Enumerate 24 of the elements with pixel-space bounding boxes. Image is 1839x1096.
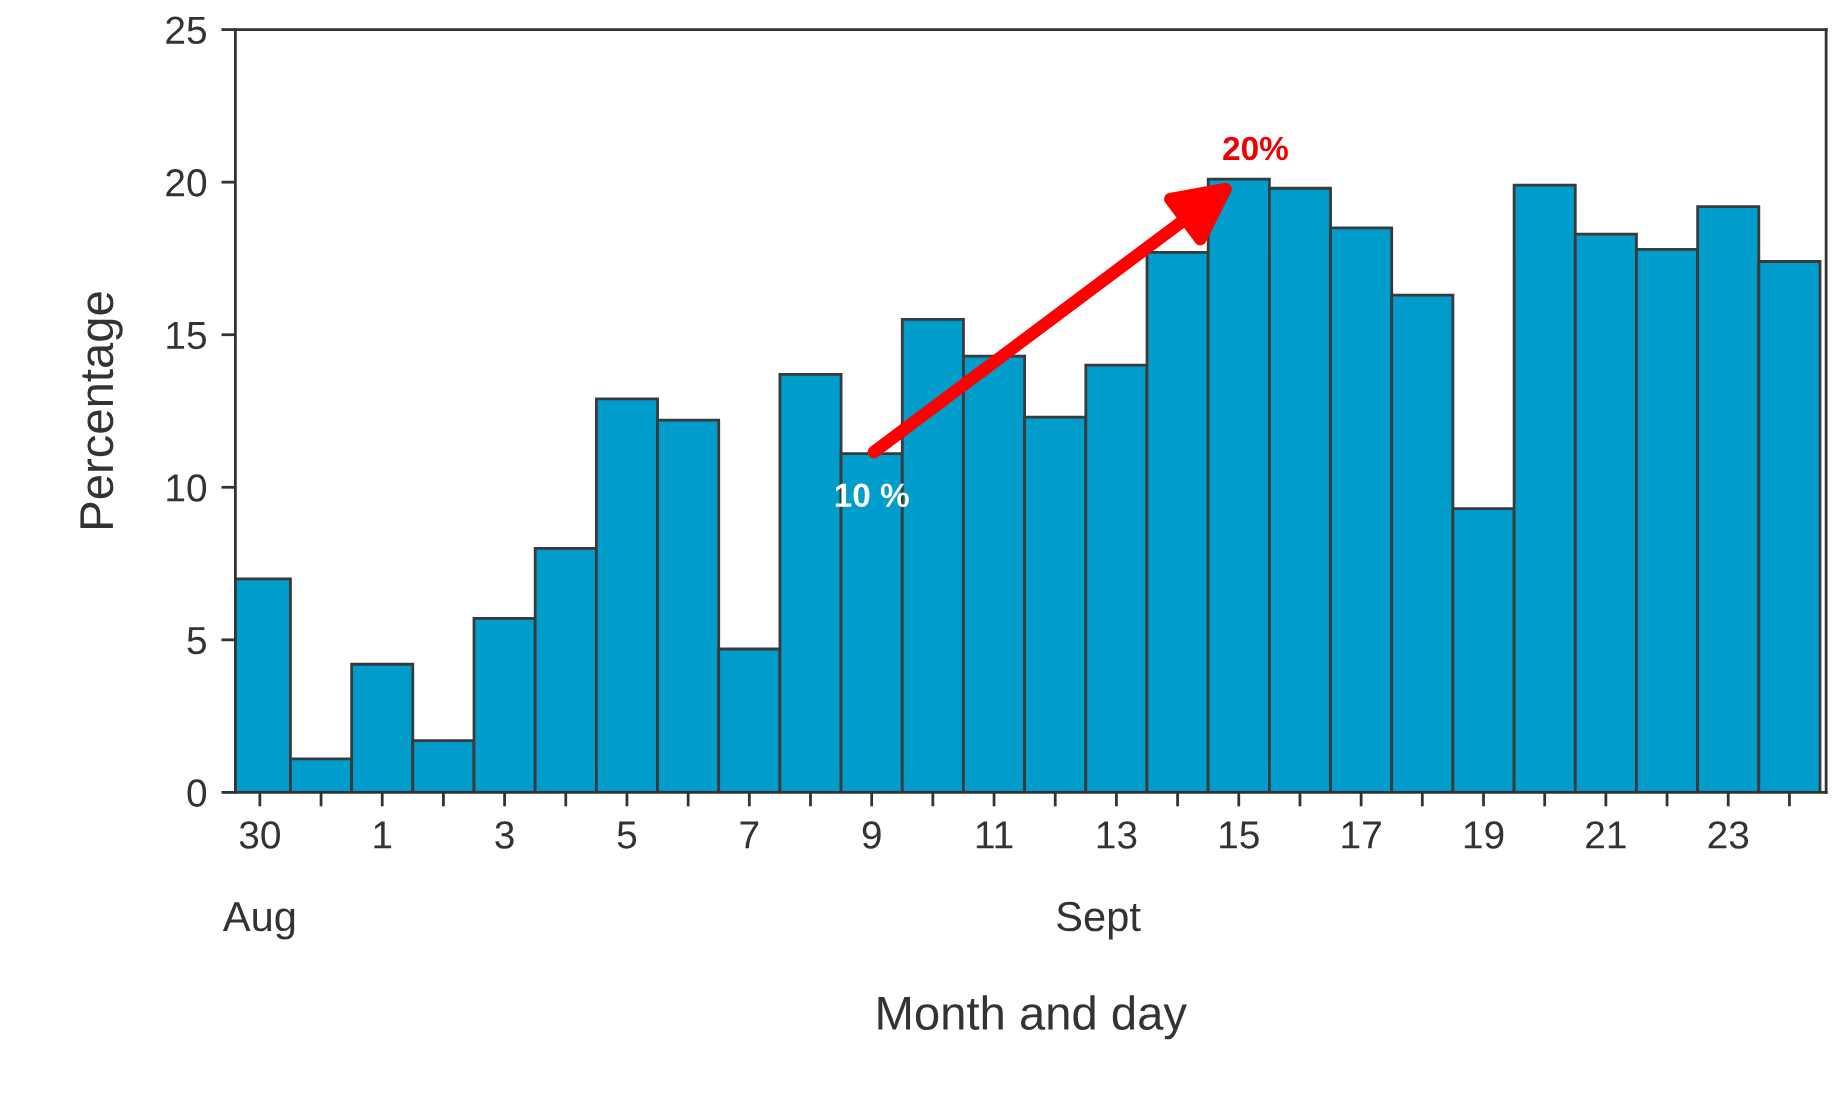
x-tick-label: 3 [495,821,514,849]
y-tick-label: 10 [167,474,207,502]
x-tick-label: 1 [374,821,392,849]
x-tick-label: 30 [239,821,280,849]
x-tick-label: 23 [1708,821,1749,849]
y-tick-label: 5 [187,627,206,655]
y-tick-label: 15 [167,322,206,350]
text: Aug [222,902,295,940]
text: Sept [1057,901,1141,940]
x-tick-label: 21 [1586,821,1626,849]
x-tick-label: 13 [1097,821,1137,849]
x-axis-title: Month and day [878,995,1187,1040]
x-tick-label: 19 [1464,821,1504,849]
y-tick-label: 0 [187,779,207,807]
y-tick-label: 25 [166,16,206,45]
x-tick-label: 7 [740,821,759,849]
annotation: 20% [1223,136,1288,161]
y-tick-label: 20 [166,169,207,197]
x-tick-label: 15 [1220,821,1259,849]
y-axis-title: Percentage [80,292,123,528]
x-tick-label: 5 [617,821,637,849]
x-tick-label: 11 [976,821,1013,849]
x-tick-label: 9 [862,821,881,849]
x-tick-label: 17 [1342,821,1381,849]
